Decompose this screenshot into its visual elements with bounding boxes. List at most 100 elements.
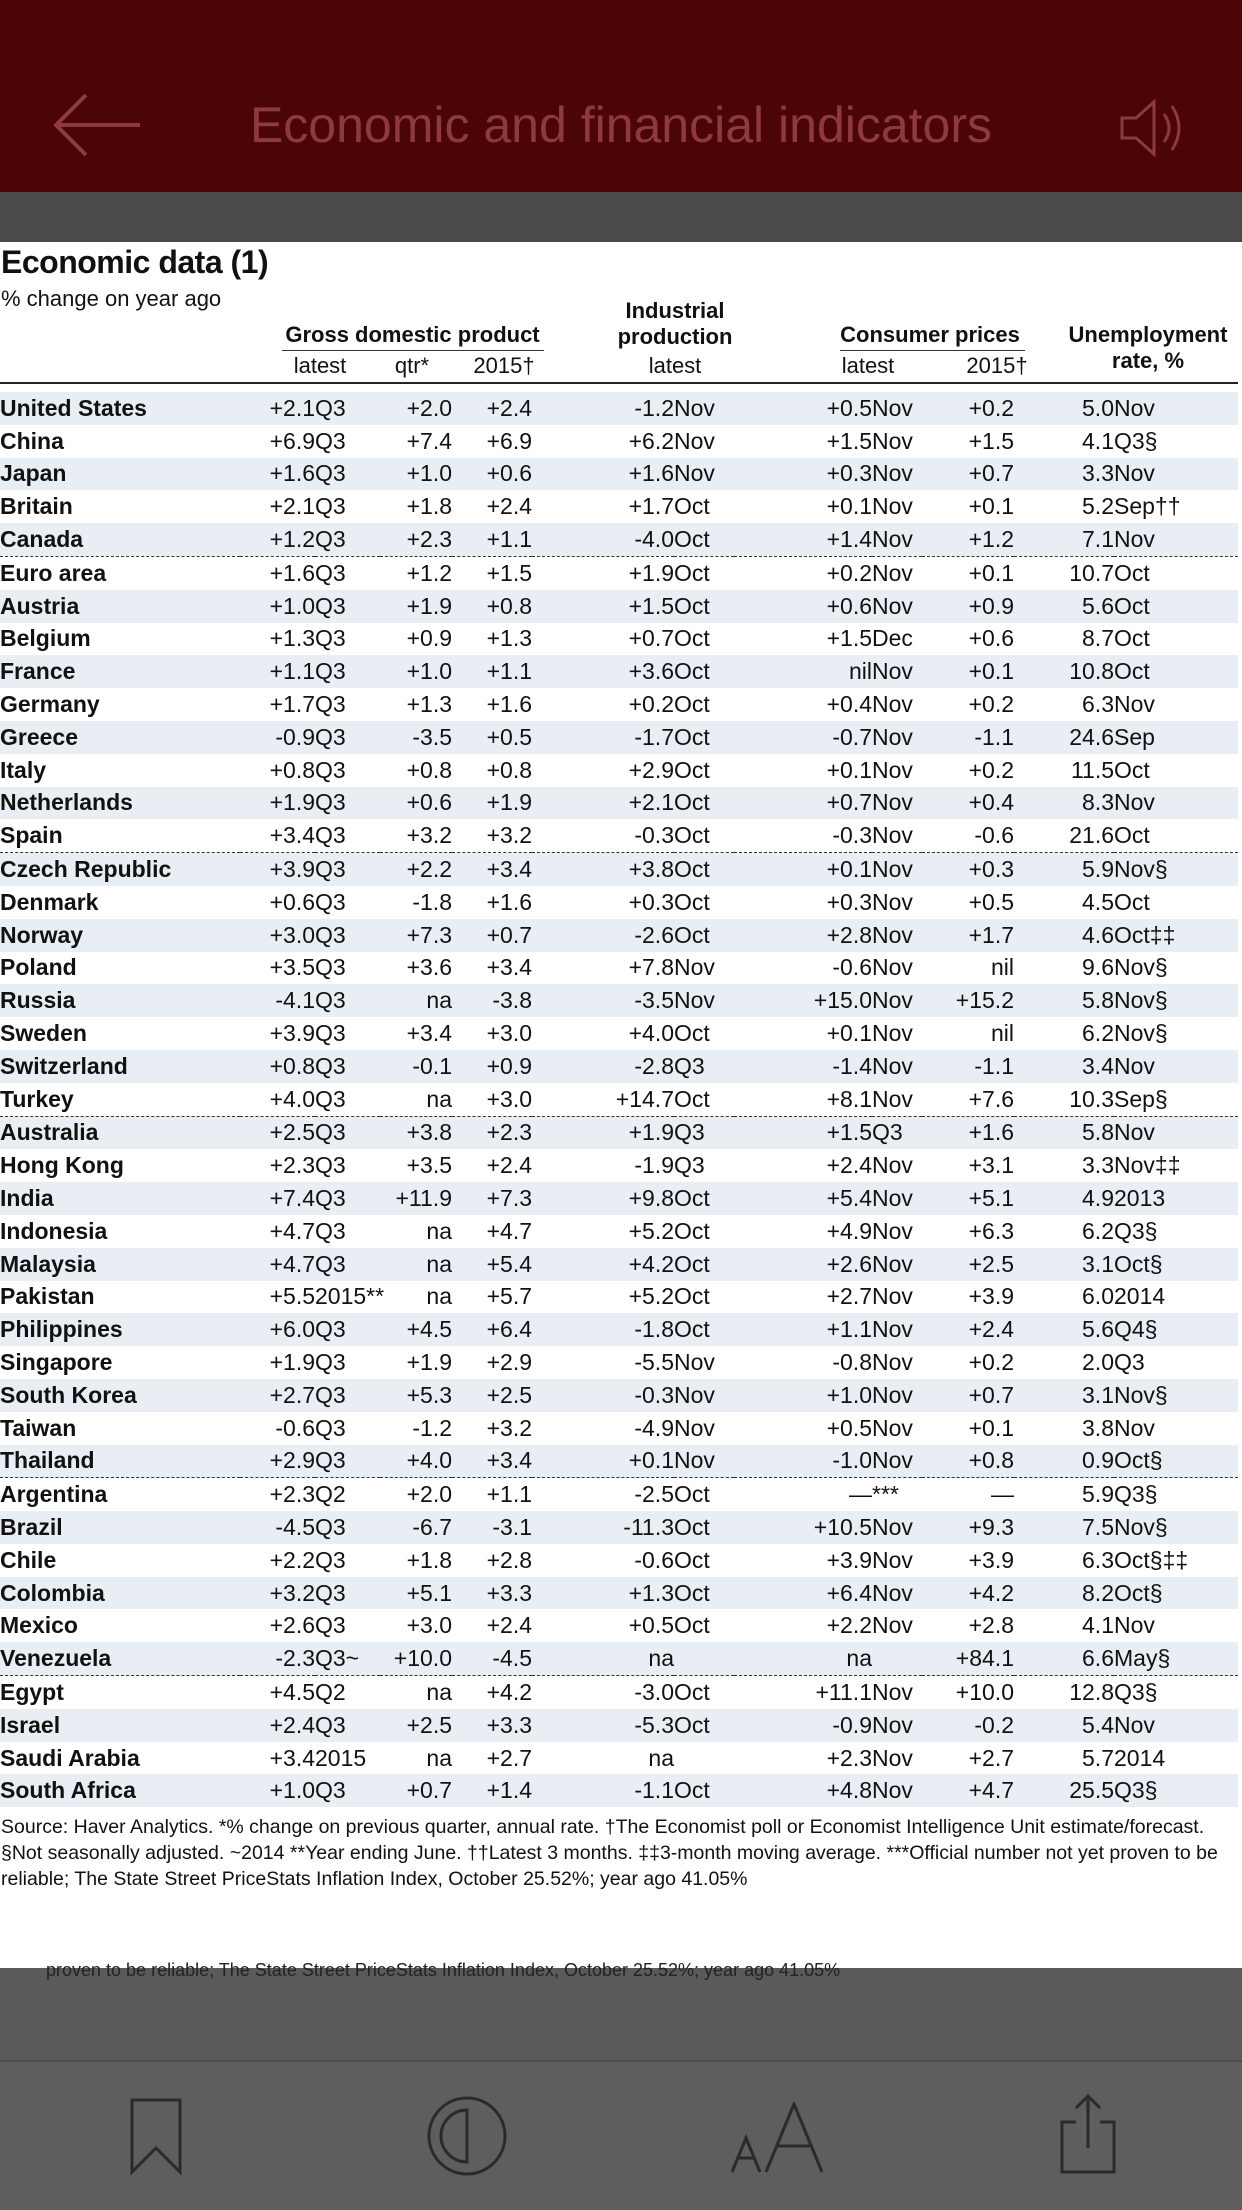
cell-unemployment-rate: 5.8 <box>1014 1116 1114 1150</box>
cell-industrial-latest: -0.6 <box>634 1546 674 1573</box>
cell-unemployment-rate: 6.3 <box>1082 1546 1114 1573</box>
cell-consumer-period: Nov <box>872 954 913 981</box>
cell-unemployment-rate: 4.9 <box>1014 1182 1114 1215</box>
cell-industrial-latest: +0.7 <box>628 625 674 652</box>
cell-consumer-period: Nov <box>872 786 922 820</box>
cell-industrial-latest: +1.5 <box>532 589 674 623</box>
cell-gdp-latest-period: Q3 <box>315 852 380 886</box>
cell-consumer-period: Nov <box>872 493 913 520</box>
cell-unemployment-rate: 3.8 <box>1082 1414 1114 1441</box>
cell-unemployment-rate: 3.3 <box>1082 1152 1114 1179</box>
cell-unemployment-period: Oct <box>1114 655 1238 689</box>
share-button[interactable] <box>1058 2092 1118 2181</box>
cell-industrial-latest: -4.9 <box>634 1414 674 1441</box>
cell-gdp-2015: +2.4 <box>452 392 532 425</box>
cell-industrial-period: Oct <box>674 1217 710 1244</box>
cell-country: Mexico <box>0 1612 78 1639</box>
cell-gdp-qtr: +3.5 <box>406 1152 452 1179</box>
cell-gdp-latest: +2.4 <box>240 1708 315 1742</box>
cell-consumer-2015: +9.3 <box>922 1511 1014 1544</box>
table-row: Venezuela -2.3 Q3~ +10.0 -4.5 na na +84.1 6.6 May… <box>0 1642 1238 1677</box>
cell-unemployment-period: Nov <box>1114 1049 1238 1083</box>
cell-gdp-latest-period: Q3 <box>315 954 346 981</box>
text-size-button[interactable] <box>730 2100 826 2181</box>
cell-industrial-latest: +1.9 <box>628 559 674 586</box>
cell-consumer-period: Nov <box>872 984 922 1018</box>
cell-gdp-latest-period: Q2 <box>315 1678 346 1705</box>
table-row: Japan +1.6 Q3 +1.0 +0.6 +1.6 Nov +0.3 Nov +0.7 3.3… <box>0 457 1238 491</box>
consumer-latest-header: latest <box>841 353 895 378</box>
cell-gdp-latest: +3.4 <box>269 1744 315 1771</box>
cell-consumer-latest: +0.5 <box>734 392 872 425</box>
cell-consumer-period: Nov <box>872 1576 922 1610</box>
cell-gdp-2015: +1.3 <box>486 625 532 652</box>
arrow-left-icon <box>53 93 140 157</box>
cell-gdp-2015: +2.4 <box>486 1612 532 1639</box>
cell-industrial-period: Oct <box>674 1082 734 1117</box>
header-rule <box>0 382 1238 384</box>
cell-consumer-period: Nov <box>872 589 922 623</box>
cell-gdp-latest: +3.0 <box>240 918 315 952</box>
cell-unemployment-rate: 5.7 <box>1082 1744 1114 1771</box>
cell-unemployment-rate: 6.2 <box>1082 1217 1114 1244</box>
cell-country: Singapore <box>0 1349 113 1375</box>
cell-unemployment-rate: 12.8 <box>1069 1678 1114 1705</box>
cell-industrial-period: Oct <box>674 888 710 915</box>
cell-country: Pakistan <box>0 1283 95 1310</box>
cell-consumer-period: Nov <box>872 720 922 754</box>
cell-gdp-2015: +5.7 <box>486 1283 532 1310</box>
cell-gdp-2015: +3.3 <box>452 1708 532 1742</box>
cell-unemployment-period: Sep§ <box>1114 1082 1238 1117</box>
cell-country: Chile <box>0 1546 57 1573</box>
cell-country: Thailand <box>0 1444 240 1479</box>
cell-gdp-latest: +5.5 <box>269 1283 315 1310</box>
unemployment-group-header: Unemployment rate, % <box>1068 322 1228 373</box>
cell-country: Argentina <box>0 1481 108 1508</box>
cell-gdp-latest-period: Q3 <box>315 1708 380 1742</box>
cell-consumer-2015: +0.6 <box>968 625 1014 652</box>
cell-country: South Korea <box>0 1378 240 1412</box>
bookmark-button[interactable] <box>128 2096 184 2181</box>
cell-consumer-2015: +6.3 <box>968 1217 1014 1244</box>
cell-consumer-latest: -0.6 <box>832 954 872 981</box>
cell-industrial-period <box>674 1742 734 1775</box>
table-row: Thailand +2.9 Q3 +4.0 +3.4 +0.1 Nov -1.0 Nov +0.8… <box>0 1444 1238 1479</box>
cell-consumer-latest: +1.4 <box>734 523 872 557</box>
cell-consumer-latest: +11.1 <box>815 1678 873 1705</box>
cell-industrial-period: Oct <box>674 625 710 652</box>
gdp-qtr-header: qtr* <box>394 353 430 378</box>
table-row: Argentina +2.3 Q2 +2.0 +1.1 -2.5 Oct — *** —5.9 Q3… <box>0 1478 1238 1511</box>
cell-gdp-latest-period: Q3 <box>315 1182 380 1215</box>
gdp-group-rule <box>282 350 544 351</box>
cell-unemployment-rate: 4.1 <box>1082 427 1114 454</box>
cell-industrial-latest: +6.2 <box>628 427 674 454</box>
cell-unemployment-rate: 24.6 <box>1014 720 1114 754</box>
audio-button[interactable] <box>1118 98 1186 158</box>
cell-industrial-latest: -0.3 <box>532 1378 674 1412</box>
cell-unemployment-period: 2013 <box>1114 1182 1238 1215</box>
cell-industrial-latest: -3.5 <box>532 984 674 1018</box>
cell-industrial-latest: +5.2 <box>628 1283 674 1310</box>
table-row: Austria +1.0 Q3 +1.9 +0.8 +1.5 Oct +0.6 Nov +0.9 5… <box>0 589 1238 623</box>
cell-industrial-period: Nov <box>674 984 734 1018</box>
cell-unemployment-period: Nov <box>1114 691 1155 718</box>
cell-gdp-latest: +1.0 <box>240 1774 315 1808</box>
cell-consumer-2015: -0.6 <box>922 819 1014 854</box>
cell-gdp-latest-period: Q3 <box>315 1511 380 1544</box>
cell-country: Philippines <box>0 1313 240 1347</box>
cell-consumer-latest: +0.3 <box>826 888 872 915</box>
cell-gdp-qtr: +0.9 <box>406 625 452 652</box>
table-row: Germany +1.7 Q3 +1.3 +1.6 +0.2 Oct +0.4 Nov +0.2 6… <box>0 688 1238 721</box>
back-button[interactable] <box>52 92 144 158</box>
cell-gdp-qtr: -3.5 <box>380 720 452 754</box>
cell-country: Greece <box>0 720 240 754</box>
cell-gdp-qtr: +2.5 <box>380 1708 452 1742</box>
cell-gdp-latest-period: Q3 <box>315 1049 380 1083</box>
cell-unemployment-period: Q3§ <box>1114 427 1158 454</box>
table-row: Greece -0.9 Q3 -3.5 +0.5 -1.7 Oct -0.7 Nov -1.1 24… <box>0 720 1238 754</box>
table-row: United States +2.1 Q3 +2.0 +2.4 -1.2 Nov +0.5 No… <box>0 392 1238 425</box>
cell-country: South Africa <box>0 1774 240 1808</box>
contrast-button[interactable] <box>425 2094 509 2183</box>
gdp-latest-header: latest <box>293 353 347 378</box>
cell-country: India <box>0 1182 240 1215</box>
